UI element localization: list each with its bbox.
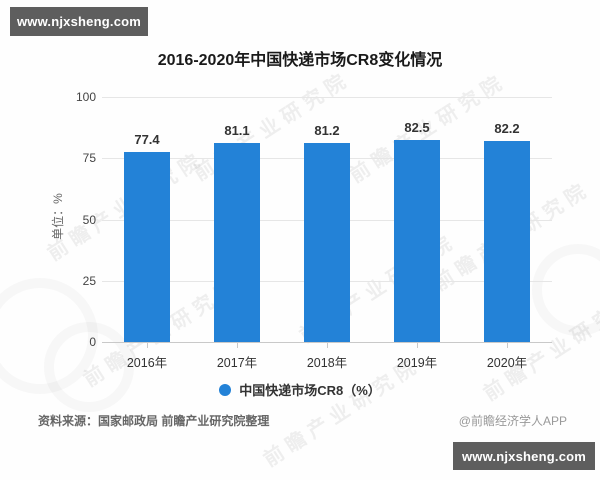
x-tick-label: 2017年	[216, 356, 258, 370]
bar	[484, 140, 530, 342]
x-axis-tick	[507, 343, 508, 348]
x-axis-tick	[327, 343, 328, 348]
y-tick-label: 0	[89, 335, 96, 349]
y-axis-tick-labels: 0 25 50 75 100	[58, 90, 96, 349]
bar	[214, 143, 260, 342]
bar-value-label: 82.5	[404, 119, 430, 135]
bar	[304, 143, 350, 342]
data-source-note: 资料来源：国家邮政局 前瞻产业研究院整理	[38, 414, 270, 428]
x-axis-tick	[417, 343, 418, 348]
site-watermark-banner-bottom: www.njxsheng.com	[453, 442, 595, 470]
bar	[124, 152, 170, 342]
site-url-bottom: www.njxsheng.com	[461, 448, 587, 464]
site-url-top: www.njxsheng.com	[16, 14, 142, 29]
bar-value-label: 81.1	[224, 123, 250, 139]
x-axis-tick	[237, 343, 238, 348]
x-tick-label: 2016年	[126, 356, 168, 370]
x-axis-tick	[147, 343, 148, 348]
site-watermark-banner-top: www.njxsheng.com	[10, 7, 148, 36]
gridline	[102, 97, 552, 98]
bar-value-label: 77.4	[134, 132, 160, 148]
y-tick-label: 25	[82, 273, 96, 288]
x-tick-label: 2019年	[396, 356, 438, 370]
plot-area: 77.4 2016年 81.1 2017年 81.2 2018年 82.5 2019年 82.2…	[102, 97, 552, 370]
y-tick-label: 50	[82, 212, 96, 227]
bar-value-label: 82.2	[494, 120, 520, 136]
bar	[394, 139, 440, 342]
legend: 中国快递市场CR8（%）	[0, 380, 600, 399]
attribution-note: @前瞻经济学人APP	[458, 414, 567, 428]
legend-label: 中国快递市场CR8（%）	[239, 383, 381, 398]
chart-title: 2016-2020年中国快递市场CR8变化情况	[157, 52, 443, 69]
bar-value-label: 81.2	[314, 123, 340, 139]
x-tick-label: 2018年	[306, 356, 348, 370]
y-tick-label: 100	[75, 90, 96, 104]
x-tick-label: 2020年	[486, 356, 528, 370]
legend-marker-icon	[219, 383, 232, 396]
x-axis-line	[102, 342, 552, 343]
y-tick-label: 75	[82, 151, 96, 166]
